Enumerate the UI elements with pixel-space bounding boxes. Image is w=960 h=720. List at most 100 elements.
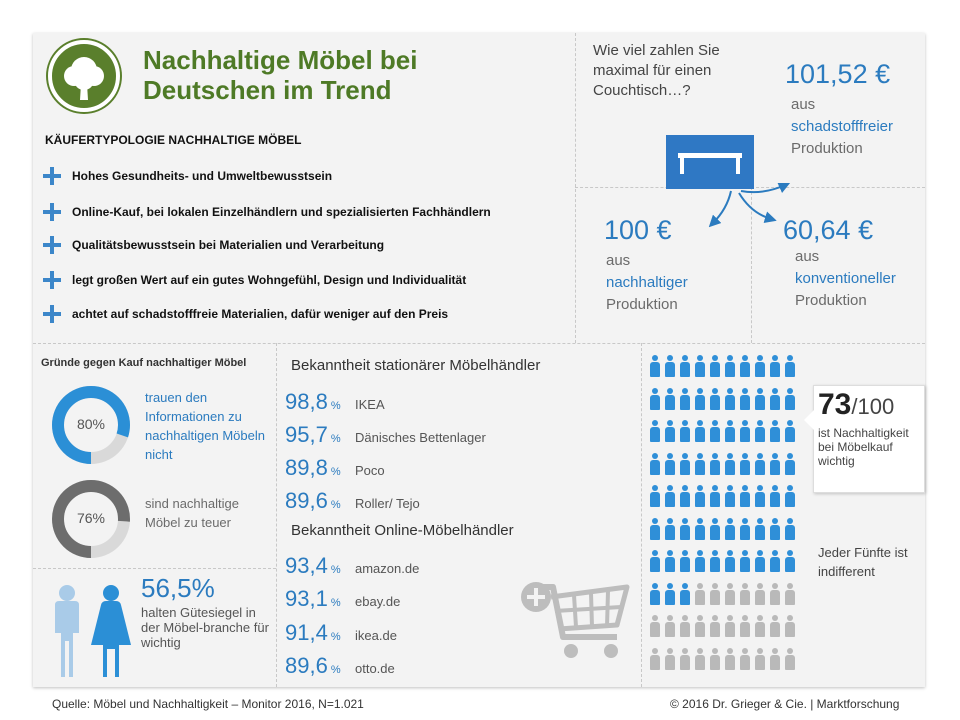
awareness-value: 89,6% [285,653,341,678]
donut-label: 76% [76,510,106,526]
online-row: 93,1% ebay.de [285,586,400,612]
online-row: 89,6% otto.de [285,653,395,679]
price-arrows [708,183,791,228]
person-icon [725,647,735,670]
person-icon [680,582,690,605]
typology-item: legt großen Wert auf ein gutes Wohngefüh… [43,269,466,291]
awareness-value: 91,4% [285,620,341,645]
person-icon [740,615,750,637]
retailer-name: IKEA [355,397,385,412]
person-icon [710,582,720,605]
person-icon [725,550,735,572]
person-icon [740,420,750,442]
person-icon [680,485,690,507]
indifferent-text: Jeder Fünfte ist indifferent [818,545,908,579]
awareness-value: 93,1% [285,586,341,611]
typology-heading: KÄUFERTYPOLOGIE NACHHALTIGE MÖBEL [45,133,302,147]
reason-text-price: sind nachhaltige Möbel zu teuer [145,496,239,530]
retailer-name: Roller/ Tejo [355,496,420,511]
person-icon [695,452,705,475]
plus-icon [43,236,61,254]
person-icon [695,485,705,507]
price-value: 60,64 € [783,215,874,245]
typology-item-text: Qualitätsbewusstsein bei Materialien und… [72,238,385,252]
person-icon [725,420,735,442]
callout-total: /100 [851,394,895,419]
person-icon [680,452,690,475]
stationary-row: 89,6% Roller/ Tejo [285,488,420,514]
callout-pointer [804,410,814,430]
person-icon [710,517,720,540]
price-label: aus schadstofffreier Produktion [791,96,894,157]
callout-box: 73/100 ist Nachhaltigkeit bei Möbelkauf … [813,385,925,493]
person-icon [740,647,750,670]
person-icon [770,452,780,475]
awareness-value: 93,4% [285,553,341,578]
price-question: Wie viel zahlen Sie maximal für einen Co… [593,42,720,99]
donut-chart-trust: 80% [51,385,131,465]
person-icon [650,582,660,605]
awareness-value: 89,8% [285,455,341,480]
typology-item-text: achtet auf schadstofffreie Materialien, … [72,307,449,321]
typology-item-text: legt großen Wert auf ein gutes Wohngefüh… [72,273,467,287]
person-icon [740,355,750,377]
person-icon [680,550,690,572]
person-icon [725,452,735,475]
person-icon [665,517,675,540]
person-icon [755,582,765,605]
stationary-row: 89,8% Poco [285,455,385,481]
person-icon [665,355,675,377]
person-icon [785,387,795,410]
person-icon [710,647,720,670]
donut-label: 80% [76,416,106,432]
person-icon [650,485,660,507]
person-icon [650,387,660,410]
person-icon [650,420,660,442]
typology-item-text: Hohes Gesundheits- und Umweltbewusstsein [72,169,333,183]
online-row: 91,4% ikea.de [285,620,397,646]
price-label: aus nachhaltiger Produktion [606,252,688,313]
donut-segment [52,386,130,464]
person-icon [725,517,735,540]
person-icon [710,420,720,442]
person-icon [695,387,705,410]
person-icon [665,452,675,475]
person-icon [785,550,795,572]
person-icon [770,582,780,605]
person-icon [770,517,780,540]
callout-count: 73 [818,388,852,421]
person-icon [650,550,660,572]
divider [33,568,276,569]
person-icon [740,517,750,540]
price-item-konventionell: 60,64 € aus konventioneller Produktion [783,215,896,312]
footer-copyright: © 2016 Dr. Grieger & Cie. | Marktforschu… [670,697,900,711]
person-icon [725,582,735,605]
infographic-card: Nachhaltige Möbel bei Deutschen im Trend… [33,33,925,687]
tree-logo-icon [48,40,120,112]
person-icon [740,452,750,475]
person-icon [755,615,765,637]
person-icon [710,387,720,410]
donut-segment [52,480,130,558]
person-icon [785,647,795,670]
person-icon [695,355,705,377]
gender-percent: 56,5% [141,573,215,603]
person-icon [785,615,795,637]
person-icon [770,647,780,670]
person-icon [740,582,750,605]
person-icon [665,647,675,670]
person-icon [710,550,720,572]
person-icon [650,355,660,377]
person-icon [740,550,750,572]
person-icon [785,355,795,377]
reason-text-trust: trauen den Informationen zu nachhaltigen… [145,390,265,462]
typology-item-text: Online-Kauf, bei lokalen Einzelhändlern … [72,205,491,219]
typology-item: Hohes Gesundheits- und Umweltbewusstsein [43,165,332,187]
person-icon [785,582,795,605]
table-icon [666,135,754,189]
person-icon [650,517,660,540]
plus-icon [43,203,61,221]
person-icon [650,615,660,637]
retailer-name: Dänisches Bettenlager [355,430,486,445]
person-icon [710,485,720,507]
